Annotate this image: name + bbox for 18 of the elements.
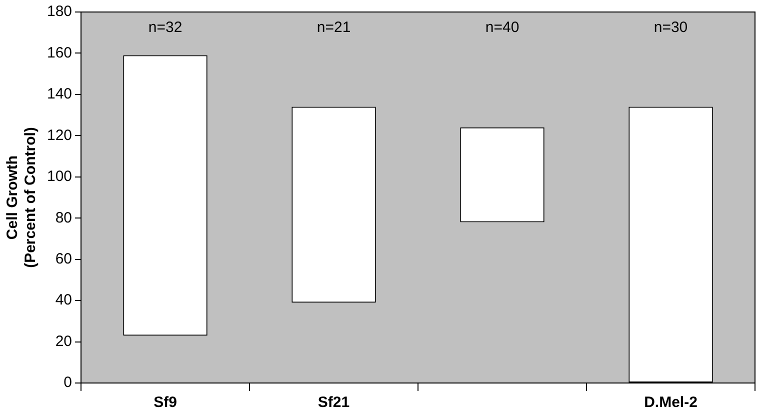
annotation: n=21 [316,19,351,36]
y-tick-label: 100 [46,168,72,186]
y-axis-title: Cell Growth (Percent of Control) [4,127,40,268]
y-tick-label: 60 [55,250,72,268]
x-tick-label: Sf9 [154,394,177,412]
annotation: n=30 [654,19,688,36]
y-tick-label: 160 [46,44,72,62]
y-tick-label: 20 [55,332,72,350]
x-tick-label: D.Mel-2 [644,394,698,412]
y-tick-label: 140 [46,86,72,103]
y-tick-label: 80 [55,209,72,226]
x-tick-label: Sf21 [318,394,350,412]
annotation: n=40 [485,19,520,36]
annotation: n=32 [148,19,182,36]
y-tick-label: 120 [46,126,72,144]
y-tick-label: 0 [64,374,72,392]
y-tick-label: 40 [55,292,72,309]
y-tick-label: 180 [46,3,72,20]
